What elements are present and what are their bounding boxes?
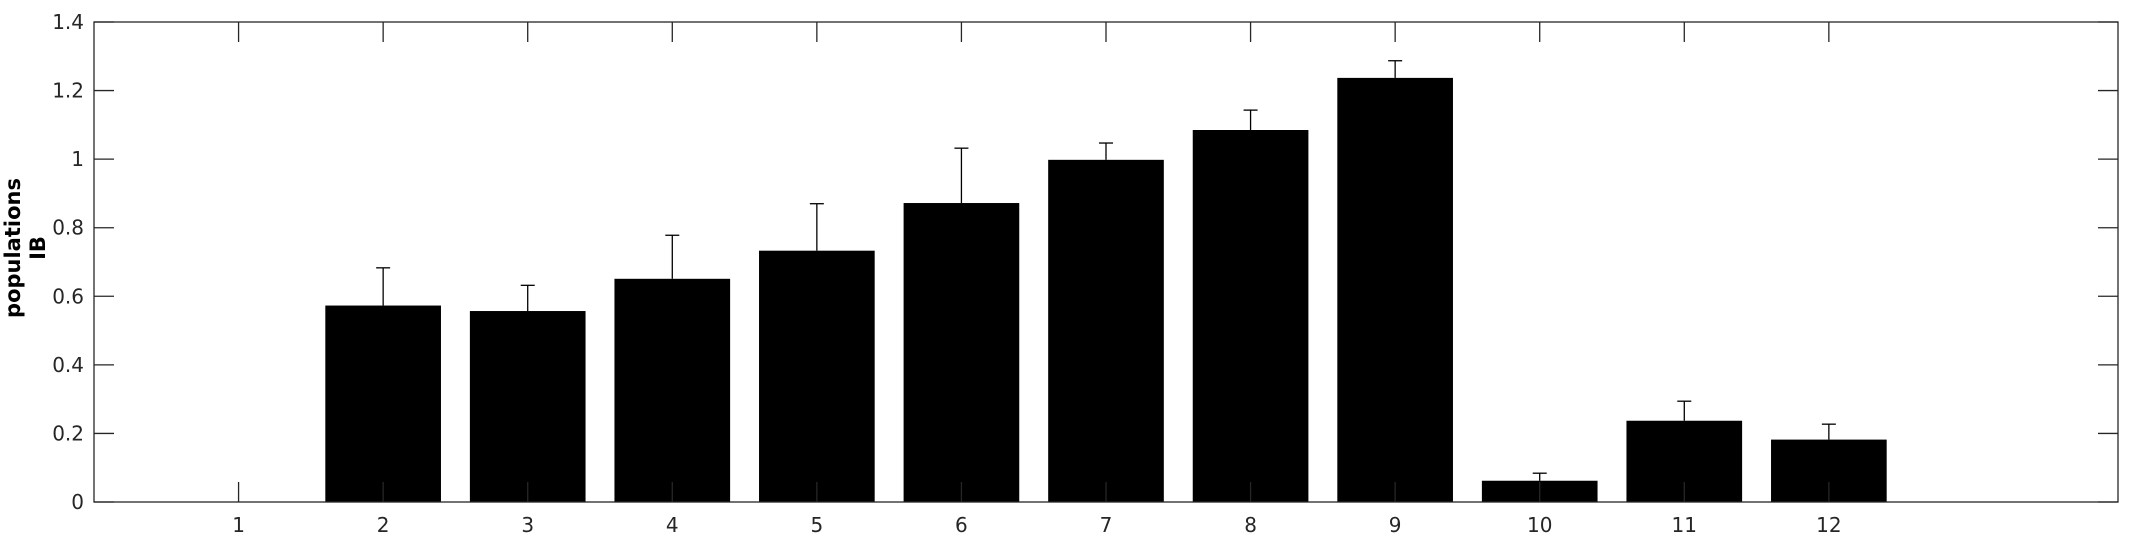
x-tick-label-1: 1 (232, 513, 245, 533)
y-tick-label-0: 0 (71, 490, 84, 514)
bar-6 (903, 203, 1020, 502)
y-tick-label-1.4: 1.4 (52, 10, 84, 34)
x-tick-label-5: 5 (810, 513, 823, 533)
error-bars-layer (376, 60, 1836, 481)
y-tick-label-0.2: 0.2 (52, 421, 84, 445)
x-tick-label-8: 8 (1244, 513, 1257, 533)
bar-2 (325, 305, 441, 502)
y-tick-label-0.6: 0.6 (52, 284, 84, 308)
bar-4 (614, 278, 731, 502)
x-tick-label-9: 9 (1389, 513, 1402, 533)
bar-3 (469, 311, 586, 502)
x-tick-label-12: 12 (1816, 513, 1841, 533)
bar-7 (1048, 159, 1164, 503)
y-tick-label-0.8: 0.8 (52, 216, 84, 240)
bar-9 (1337, 77, 1453, 502)
x-tick-label-2: 2 (377, 513, 390, 533)
x-tick-label-10: 10 (1527, 513, 1552, 533)
y-axis-label-line-1: populations (1, 178, 25, 318)
axes-layer (93, 21, 2119, 503)
x-tick-label-7: 7 (1100, 513, 1113, 533)
bar-5 (759, 250, 875, 502)
bars-layer (325, 77, 1887, 503)
x-tick-label-4: 4 (666, 513, 679, 533)
x-tick-label-3: 3 (521, 513, 534, 533)
x-tick-label-11: 11 (1672, 513, 1697, 533)
y-tick-label-1.2: 1.2 (52, 79, 84, 103)
x-tick-label-6: 6 (955, 513, 968, 533)
y-tick-label-1: 1 (71, 147, 84, 171)
y-tick-label-0.4: 0.4 (52, 353, 84, 377)
y-axis-label-line-2: IB (26, 236, 50, 260)
bar-8 (1192, 130, 1309, 502)
